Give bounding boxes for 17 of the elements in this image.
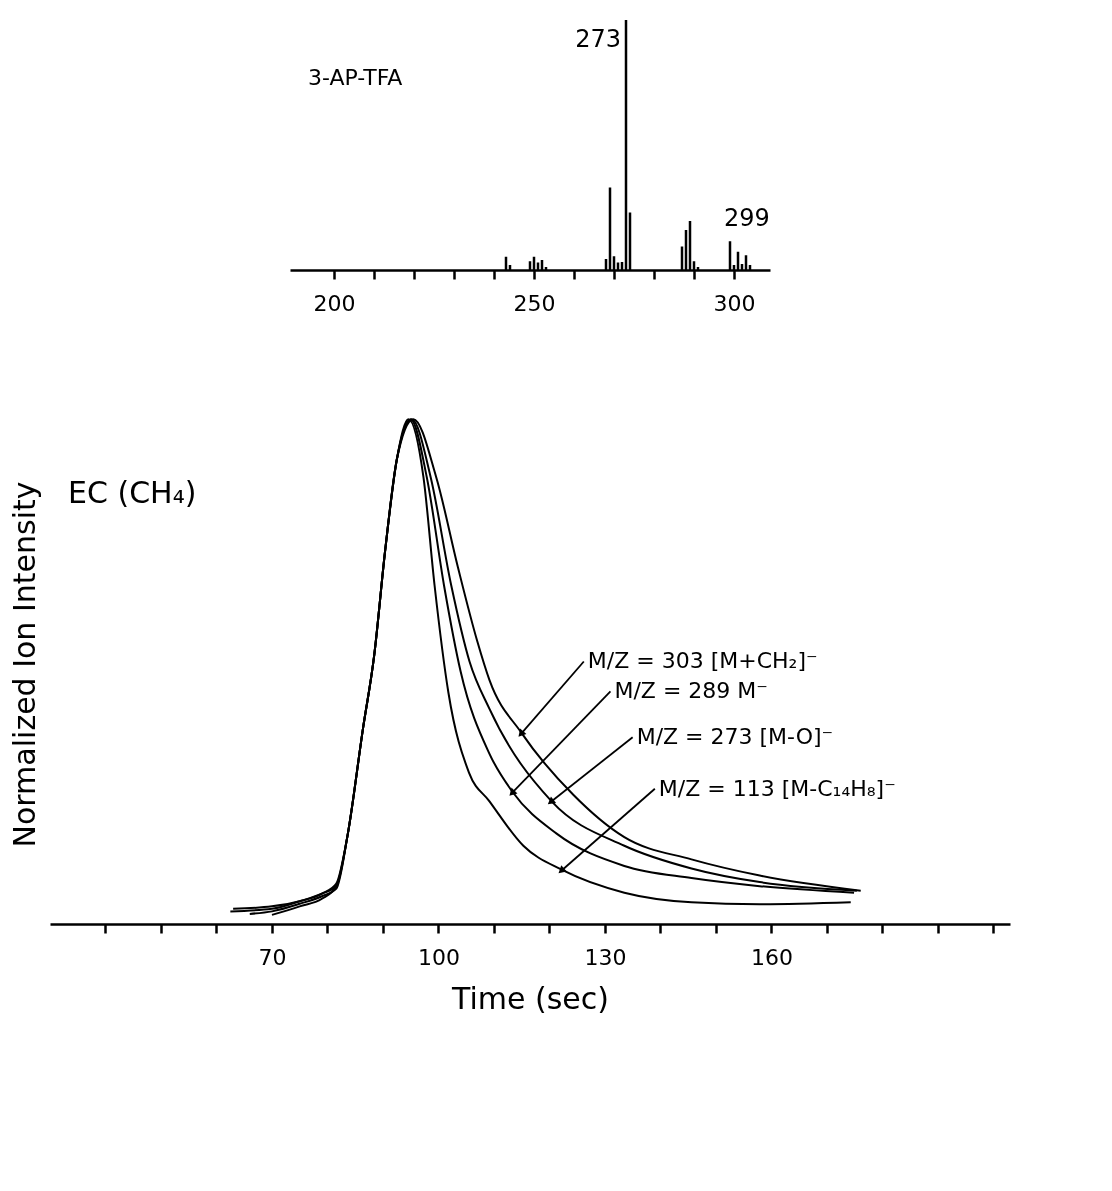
annotation: 273: [575, 25, 621, 53]
text: 3-AP-TFA: [308, 65, 403, 90]
x-tick-label: 200: [313, 290, 356, 316]
x-tick-label: 300: [713, 290, 756, 316]
annotation: EC (CH₄): [68, 475, 197, 510]
x-axis-title: Time (sec): [451, 980, 609, 1016]
text: M/Z = 289 M⁻: [614, 678, 768, 704]
x-tick-label: 130: [584, 944, 627, 970]
y-axis-title: Normalized Ion Intensity: [6, 481, 42, 848]
text: M/Z = 303 [M+CH₂]⁻: [587, 648, 818, 674]
x-tick-label: 250: [513, 290, 556, 316]
text: M/Z = 113 [M-C₁₄H₈]⁻: [658, 775, 896, 801]
x-tick-label: 70: [258, 944, 287, 970]
annotation: 299: [724, 204, 770, 233]
x-tick-label: 160: [750, 944, 793, 970]
text: M/Z = 273 [M-O]⁻: [636, 724, 834, 750]
x-tick-label: 100: [417, 944, 460, 970]
